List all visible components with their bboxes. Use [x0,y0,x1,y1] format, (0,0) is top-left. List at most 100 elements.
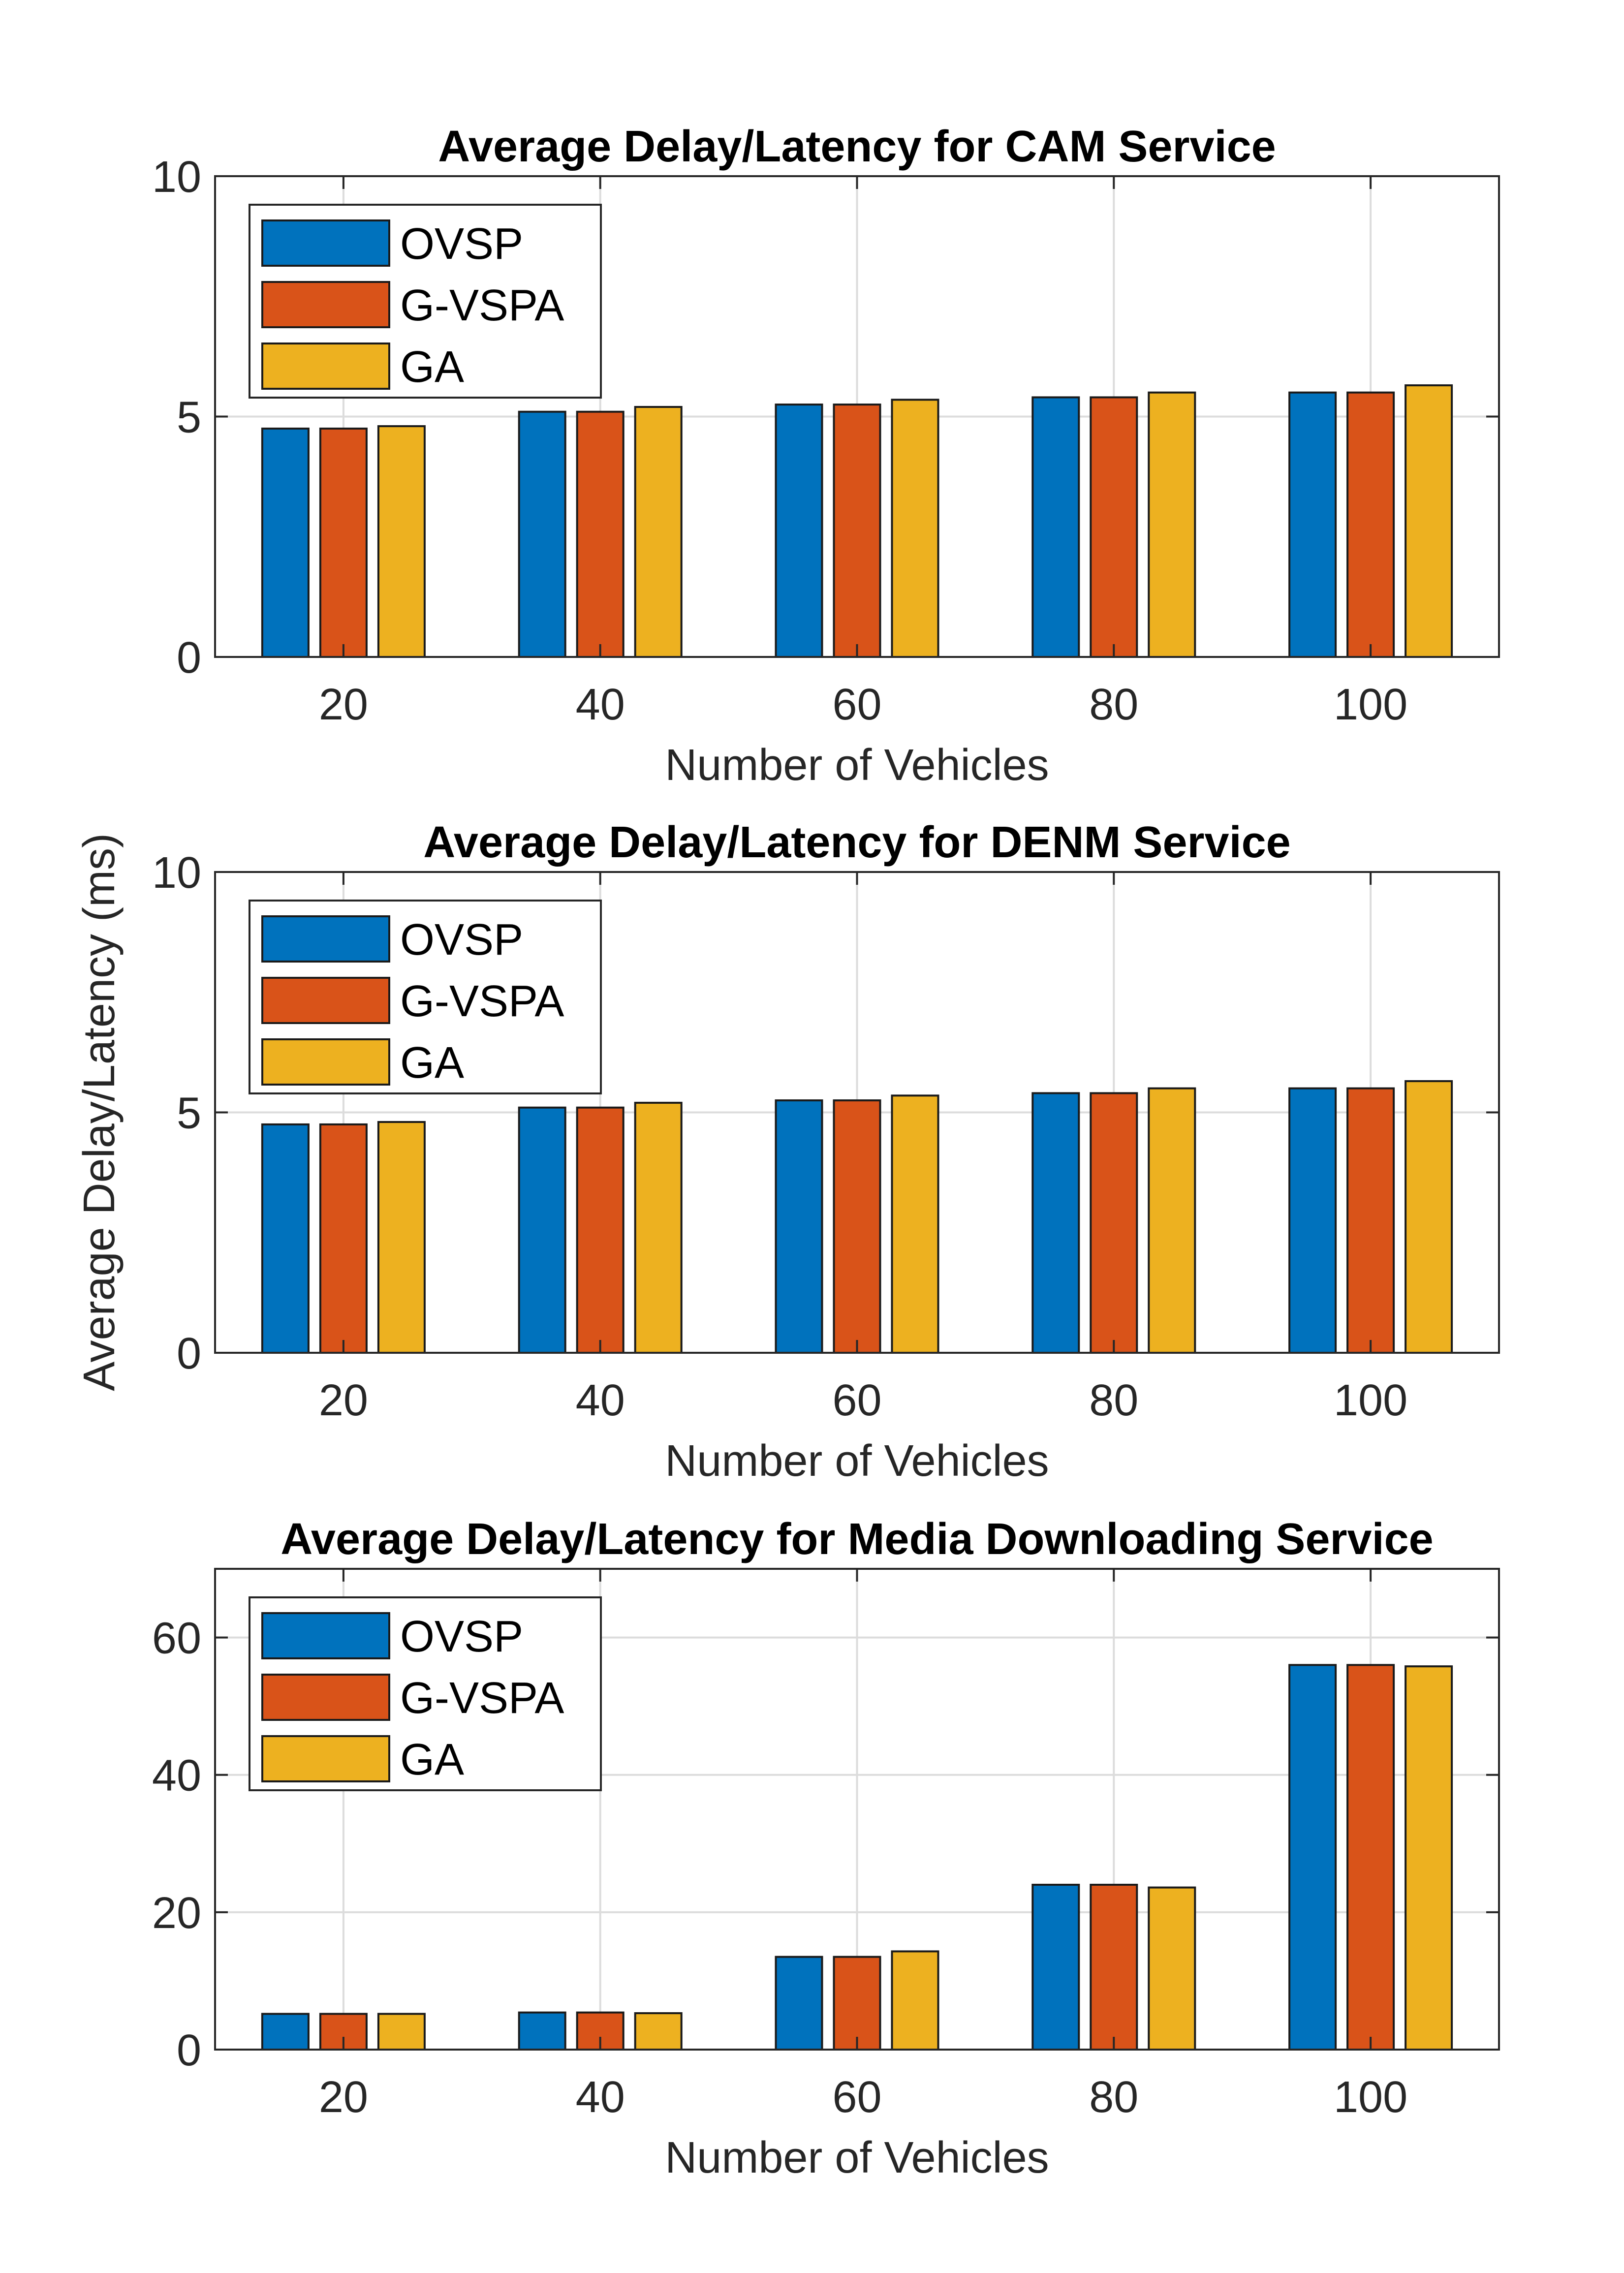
chart-title: Average Delay/Latency for DENM Service [423,818,1290,867]
bar-ga-60 [891,1950,939,2051]
legend-swatch-g-vspa [261,977,390,1024]
x-axis-label: Number of Vehicles [665,2133,1049,2182]
bar-ovsp-80 [1031,396,1080,658]
legend-label-g-vspa: G-VSPA [400,1674,564,1723]
bar-ovsp-60 [775,404,823,658]
chart-panel-1: 20 40 60 80 100 0 5 10 Average Delay/Latency for… [152,122,1500,790]
chart-title: Average Delay/Latency for CAM Service [438,122,1276,171]
legend-label-ovsp: OVSP [400,1612,523,1661]
x-tick-label: 20 [319,680,368,729]
chart-title: Average Delay/Latency for Media Download… [281,1515,1433,1564]
y-tick-label: 5 [177,393,201,442]
x-tick-label: 100 [1334,2073,1407,2122]
y-tick-label: 10 [152,153,201,202]
bar-ga-60 [891,1094,939,1354]
bar-g-vspa-20 [319,427,368,658]
legend-label-ovsp: OVSP [400,915,523,965]
x-tick-label: 20 [319,1376,368,1425]
y-tick-label: 5 [177,1089,201,1138]
y-tick-label: 0 [177,2026,201,2075]
x-tick-label: 100 [1334,680,1407,729]
bar-g-vspa-80 [1090,396,1138,658]
x-axis-label: Number of Vehicles [665,741,1049,790]
bar-ovsp-20 [261,427,310,658]
x-tick-label: 60 [832,1376,881,1425]
x-axis-label: Number of Vehicles [665,1436,1049,1486]
x-tick-label: 60 [832,680,881,729]
legend-swatch-ga [261,343,390,390]
bar-g-vspa-40 [576,410,625,658]
bar-g-vspa-100 [1346,1087,1395,1354]
bar-ga-80 [1148,391,1196,658]
x-tick-label: 40 [576,2073,625,2122]
y-tick-label: 40 [152,1751,201,1801]
legend: OVSP G-VSPA GA [249,1596,602,1791]
chart-panel-3: 20 40 60 80 100 0 20 40 60 Average Delay/Latency … [152,1515,1500,2182]
x-tick-label: 60 [832,2073,881,2122]
bar-ovsp-100 [1288,1664,1337,2051]
y-tick-label: 20 [152,1889,201,1938]
legend-swatch-g-vspa [261,281,390,328]
legend-label-ga: GA [400,343,464,392]
legend: OVSP G-VSPA GA [249,204,602,399]
bar-ga-20 [377,1121,426,1354]
bar-ga-80 [1148,1087,1196,1354]
legend-label-g-vspa: G-VSPA [400,977,564,1026]
bar-g-vspa-100 [1346,1664,1395,2051]
bar-ga-100 [1405,1665,1453,2051]
legend-swatch-ovsp [261,219,390,267]
x-tick-label: 40 [576,680,625,729]
y-tick-label: 0 [177,1329,201,1378]
bar-g-vspa-60 [833,1099,881,1354]
bar-ga-20 [377,2013,426,2051]
legend-swatch-g-vspa [261,1674,390,1721]
bar-ga-100 [1405,1080,1453,1354]
legend-swatch-ga [261,1038,390,1086]
legend-swatch-ovsp [261,1612,390,1659]
x-tick-label: 40 [576,1376,625,1425]
bar-ga-20 [377,425,426,658]
bar-ga-40 [634,1101,683,1354]
bar-ovsp-80 [1031,1884,1080,2051]
legend: OVSP G-VSPA GA [249,900,602,1094]
bar-ovsp-60 [775,1099,823,1354]
bar-g-vspa-80 [1090,1092,1138,1354]
legend-label-g-vspa: G-VSPA [400,281,564,330]
y-tick-label: 10 [152,848,201,898]
x-tick-label: 80 [1089,1376,1138,1425]
bar-ovsp-60 [775,1956,823,2051]
x-tick-label: 80 [1089,680,1138,729]
legend-label-ga: GA [400,1735,464,1784]
x-tick-label: 100 [1334,1376,1407,1425]
bar-g-vspa-60 [833,404,881,658]
bar-ovsp-100 [1288,391,1337,658]
bar-ga-60 [891,399,939,658]
legend-label-ga: GA [400,1038,464,1088]
chart-panel-2: 20 40 60 80 100 0 5 10 Average Delay/Latency for… [152,818,1500,1486]
x-tick-label: 80 [1089,2073,1138,2122]
legend-swatch-ga [261,1735,390,1782]
bar-ga-80 [1148,1886,1196,2051]
y-tick-label: 60 [152,1614,201,1663]
legend-label-ovsp: OVSP [400,219,523,269]
bar-ga-40 [634,405,683,658]
bar-ovsp-40 [518,2011,566,2051]
bar-ovsp-40 [518,410,566,658]
bar-ovsp-20 [261,2013,310,2051]
y-tick-label: 0 [177,633,201,683]
bar-g-vspa-60 [833,1956,881,2051]
bar-ovsp-40 [518,1106,566,1354]
bar-g-vspa-40 [576,1106,625,1354]
bar-ga-100 [1405,384,1453,658]
bar-g-vspa-20 [319,1123,368,1354]
bar-ovsp-80 [1031,1092,1080,1354]
bar-ga-40 [634,2012,683,2051]
x-tick-label: 20 [319,2073,368,2122]
bar-ovsp-100 [1288,1087,1337,1354]
legend-swatch-ovsp [261,915,390,963]
bar-ovsp-20 [261,1123,310,1354]
bar-g-vspa-100 [1346,391,1395,658]
shared-y-axis-label: Average Delay/Latency (ms) [75,833,124,1391]
